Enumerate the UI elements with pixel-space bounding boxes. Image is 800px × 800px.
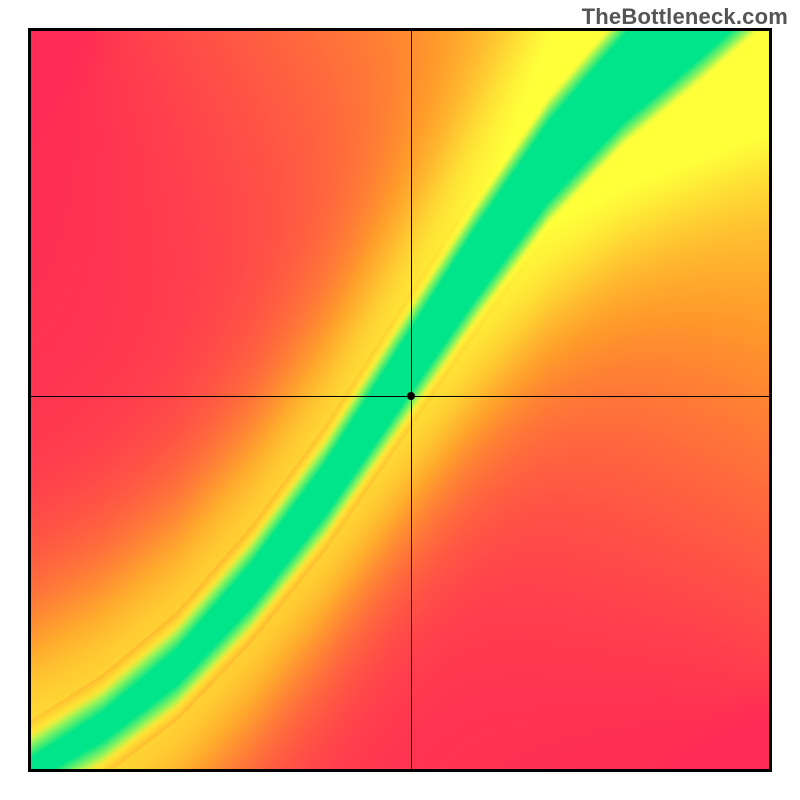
watermark-text: TheBottleneck.com	[582, 4, 788, 30]
heatmap-canvas	[28, 28, 772, 772]
chart-container: { "watermark": { "text": "TheBottleneck.…	[0, 0, 800, 800]
